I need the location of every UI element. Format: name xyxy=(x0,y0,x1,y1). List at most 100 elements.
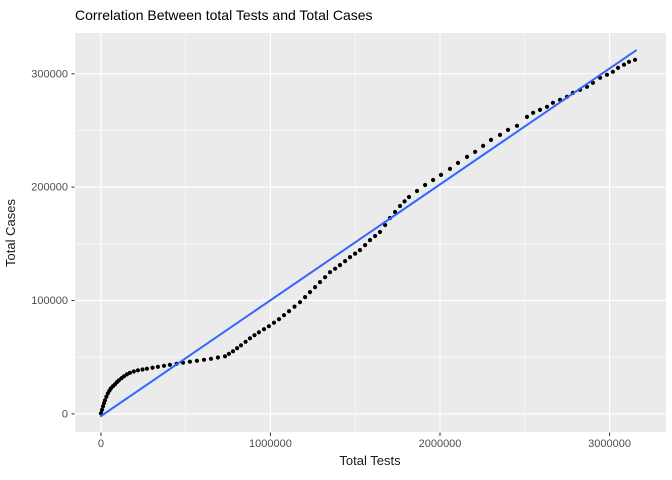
x-tick-label: 1000000 xyxy=(249,438,292,450)
data-point xyxy=(167,362,172,367)
data-point xyxy=(473,149,478,154)
data-point xyxy=(353,251,358,256)
data-point xyxy=(144,366,149,371)
data-point xyxy=(406,194,412,200)
data-point xyxy=(531,110,536,115)
data-point xyxy=(313,285,318,290)
y-tick-label: 0 xyxy=(62,408,68,420)
data-point xyxy=(544,104,550,109)
data-point xyxy=(337,263,343,268)
data-point xyxy=(610,69,616,74)
data-point xyxy=(363,243,368,248)
data-point xyxy=(222,354,228,359)
data-point xyxy=(286,309,292,314)
data-point xyxy=(327,270,333,275)
data-point xyxy=(230,349,236,354)
regression-line xyxy=(99,49,637,418)
data-point xyxy=(271,320,277,325)
data-point xyxy=(266,324,271,329)
data-point xyxy=(303,295,308,300)
data-point xyxy=(423,182,428,188)
y-axis-title: Total Cases xyxy=(3,199,18,267)
data-point xyxy=(102,398,108,403)
data-point xyxy=(367,238,373,243)
data-point xyxy=(323,275,328,280)
data-point xyxy=(104,394,109,399)
x-tick-label: 0 xyxy=(98,438,104,450)
data-point xyxy=(397,203,403,209)
gridlines-major xyxy=(75,33,666,432)
data-point xyxy=(201,357,207,362)
y-tick-labels: 0 100000 200000 300000 xyxy=(31,68,68,420)
data-point xyxy=(343,259,348,264)
data-point xyxy=(127,370,132,375)
data-point xyxy=(155,364,160,369)
data-point xyxy=(383,222,388,228)
data-point xyxy=(187,359,192,364)
y-tick-label: 100000 xyxy=(31,295,68,307)
chart-title: Correlation Between total Tests and Tota… xyxy=(75,7,373,23)
data-point xyxy=(317,280,323,285)
data-point xyxy=(455,160,461,165)
data-point xyxy=(100,404,106,409)
data-point xyxy=(615,65,621,70)
data-point xyxy=(297,300,303,305)
data-point xyxy=(377,229,383,235)
x-tick-label: 2000000 xyxy=(419,438,462,450)
data-point xyxy=(292,304,297,309)
data-point xyxy=(505,127,511,132)
data-point xyxy=(447,166,453,171)
data-point xyxy=(256,330,261,335)
data-point xyxy=(347,255,353,260)
data-point xyxy=(243,339,248,344)
data-point xyxy=(307,290,313,295)
scatter-points xyxy=(98,57,638,416)
data-point xyxy=(261,327,267,332)
data-point xyxy=(514,123,520,128)
data-point xyxy=(604,72,610,77)
data-point xyxy=(238,343,244,348)
data-point xyxy=(131,369,136,374)
data-point xyxy=(281,313,287,318)
data-point xyxy=(537,107,543,112)
data-point xyxy=(402,199,407,204)
axis-tick-marks xyxy=(71,73,611,436)
data-point xyxy=(357,248,363,253)
data-point xyxy=(632,57,638,62)
data-point xyxy=(247,336,253,341)
data-point xyxy=(464,154,470,159)
data-point xyxy=(215,355,220,360)
data-point xyxy=(550,100,556,105)
x-tick-labels: 0 1000000 2000000 3000000 xyxy=(98,438,631,450)
data-point xyxy=(161,363,167,368)
data-point xyxy=(488,137,494,142)
data-point xyxy=(235,346,240,351)
data-point xyxy=(333,266,338,271)
data-point xyxy=(438,172,444,177)
data-point xyxy=(99,407,105,412)
y-tick-label: 200000 xyxy=(31,182,68,194)
data-point xyxy=(626,59,632,64)
data-point xyxy=(481,143,486,148)
gridlines-minor xyxy=(75,33,666,432)
data-point xyxy=(431,177,436,183)
data-point xyxy=(150,365,155,370)
y-tick-label: 300000 xyxy=(31,68,68,80)
data-point xyxy=(208,356,214,361)
data-point xyxy=(393,209,398,215)
data-point xyxy=(414,188,420,194)
x-axis-title: Total Tests xyxy=(339,453,401,468)
data-point xyxy=(226,351,231,356)
data-point xyxy=(497,132,503,137)
data-point xyxy=(140,367,145,372)
data-point xyxy=(135,368,140,373)
x-tick-label: 3000000 xyxy=(588,438,631,450)
data-point xyxy=(373,233,378,239)
data-point xyxy=(524,114,530,119)
data-point xyxy=(621,62,627,67)
data-point xyxy=(252,333,257,338)
data-point xyxy=(194,358,199,363)
data-point xyxy=(276,317,282,322)
